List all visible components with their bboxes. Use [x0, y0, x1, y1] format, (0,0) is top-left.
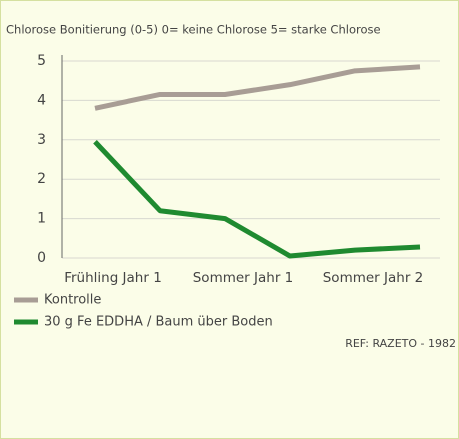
- y-tick-label: 5: [37, 53, 46, 69]
- x-tick-label: Sommer Jahr 2: [323, 270, 424, 286]
- y-tick-label: 3: [37, 132, 46, 148]
- y-tick-label: 0: [37, 250, 46, 266]
- x-tick-label: Frühling Jahr 1: [64, 270, 162, 286]
- annotation: REF: RAZETO - 1982: [345, 337, 456, 350]
- y-tick-label: 4: [37, 92, 46, 108]
- legend-label: 30 g Fe EDDHA / Baum über Boden: [44, 315, 273, 330]
- y-tick-label: 2: [37, 171, 46, 187]
- x-tick-label: Sommer Jahr 1: [193, 270, 294, 286]
- series-line: [93, 140, 421, 259]
- legend-label: Kontrolle: [44, 293, 101, 308]
- y-tick-label: 1: [37, 211, 46, 227]
- chart-title: Chlorose Bonitierung (0-5) 0= keine Chlo…: [6, 23, 381, 37]
- series-line: [94, 64, 421, 111]
